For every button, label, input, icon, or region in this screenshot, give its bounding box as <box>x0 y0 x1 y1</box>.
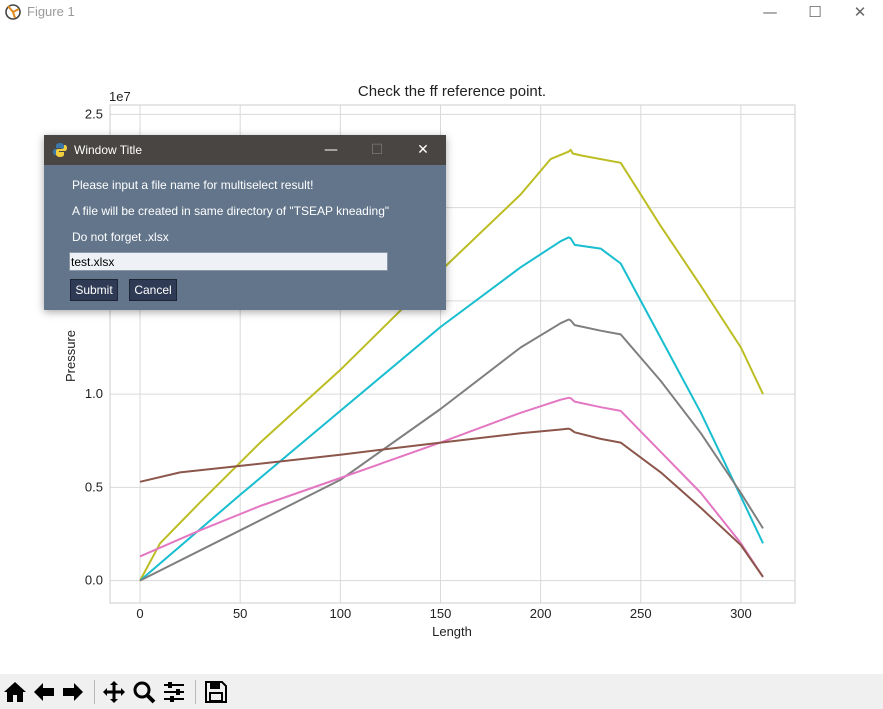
dialog-close-button[interactable]: ✕ <box>417 142 429 158</box>
x-tick-label: 150 <box>430 606 452 621</box>
y-offset-text: 1e7 <box>109 89 131 104</box>
series-line-4 <box>139 396 764 578</box>
y-tick-label: 2.5 <box>85 106 103 121</box>
x-tick-label: 0 <box>136 606 143 621</box>
dialog-message-2: A file will be created in same directory… <box>72 204 390 218</box>
window-maximize-button[interactable]: ☐ <box>808 3 822 21</box>
y-tick-label: 1.0 <box>85 386 103 401</box>
window-title: Figure 1 <box>27 4 75 19</box>
configure-subplots-icon[interactable] <box>161 679 187 705</box>
toolbar-separator <box>195 680 196 704</box>
save-icon[interactable] <box>203 679 229 705</box>
y-tick-label: 0.0 <box>85 573 103 588</box>
y-axis-label: Pressure <box>63 330 78 382</box>
dialog-maximize-button[interactable]: ☐ <box>370 142 384 158</box>
dialog-minimize-button[interactable]: — <box>324 142 338 158</box>
x-axis-label: Length <box>432 624 472 639</box>
series-line-1 <box>139 148 764 582</box>
dialog-title: Window Title <box>74 143 143 157</box>
window-close-button[interactable]: ✕ <box>853 3 867 21</box>
x-tick-label: 250 <box>630 606 652 621</box>
window-titlebar: Figure 1 — ☐ ✕ <box>0 0 883 24</box>
series-line-3 <box>139 318 764 582</box>
forward-arrow-icon[interactable] <box>60 679 86 705</box>
python-icon <box>53 143 67 157</box>
dialog-message-3: Do not forget .xlsx <box>72 230 169 244</box>
submit-button[interactable]: Submit <box>70 279 118 301</box>
filename-input[interactable] <box>69 252 388 271</box>
app-icon <box>5 4 21 20</box>
home-icon[interactable] <box>2 679 28 705</box>
series-line-5 <box>139 427 764 578</box>
dialog-titlebar[interactable]: Window Title — ☐ ✕ <box>44 135 446 165</box>
window-minimize-button[interactable]: — <box>762 3 778 21</box>
pan-icon[interactable] <box>101 679 127 705</box>
x-tick-label: 50 <box>233 606 247 621</box>
navigation-toolbar <box>0 674 883 709</box>
x-tick-label: 200 <box>530 606 552 621</box>
series-layer <box>139 148 764 582</box>
toolbar-separator <box>94 680 95 704</box>
y-tick-label: 0.5 <box>85 479 103 494</box>
zoom-icon[interactable] <box>131 679 157 705</box>
file-name-dialog: Window Title — ☐ ✕ Please input a file n… <box>44 135 446 310</box>
x-tick-label: 300 <box>730 606 752 621</box>
cancel-button[interactable]: Cancel <box>129 279 177 301</box>
chart-title: Check the ff reference point. <box>358 83 546 100</box>
series-line-2 <box>139 236 764 582</box>
back-arrow-icon[interactable] <box>31 679 57 705</box>
x-tick-label: 100 <box>329 606 351 621</box>
axes-frame <box>109 104 796 604</box>
dialog-message-1: Please input a file name for multiselect… <box>72 178 314 192</box>
